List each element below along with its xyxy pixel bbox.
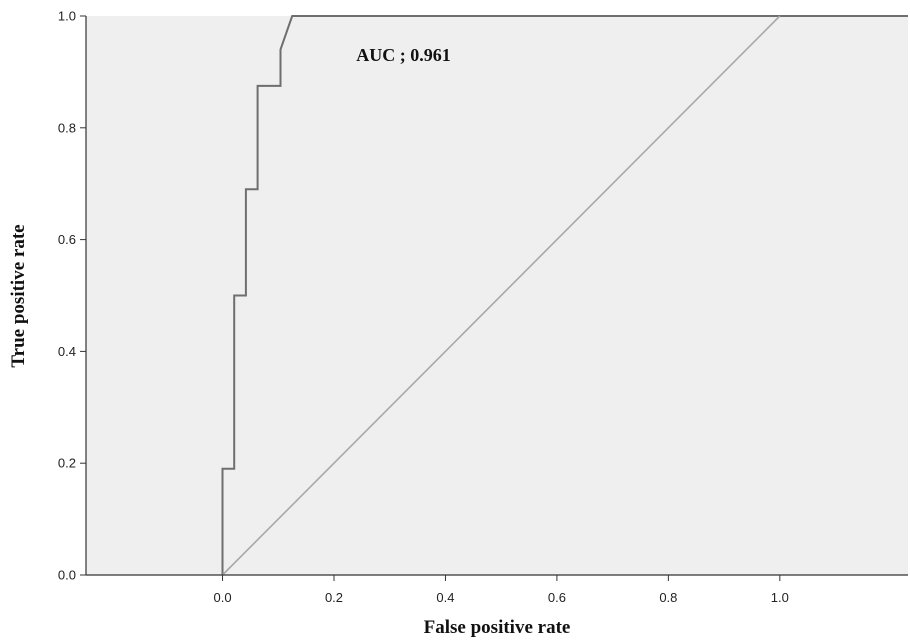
x-tick-label: 0.4 (436, 590, 454, 605)
roc-curve (221, 15, 908, 575)
x-tick-label: 0.2 (325, 590, 343, 605)
y-tick-label: 0.0 (58, 568, 76, 583)
reference-line (221, 15, 781, 576)
y-tick-label: 1.0 (58, 9, 76, 24)
tick-layer: 0.0 0.2 0.4 0.6 0.8 1.0 0.0 0.2 0.4 0.6 0.8 1.0 (58, 9, 789, 606)
auc-annotation: AUC ; 0.961 (356, 45, 451, 65)
x-tick-label: 0.8 (659, 590, 677, 605)
x-tick-label: 0.6 (548, 590, 566, 605)
x-tick-label: 0.0 (213, 590, 231, 605)
plot-area (86, 16, 908, 575)
y-tick-label: 0.2 (58, 456, 76, 471)
y-tick-label: 0.8 (58, 120, 76, 135)
x-axis-title: False positive rate (424, 617, 571, 638)
series-layer (221, 15, 908, 576)
y-tick-label: 0.4 (58, 344, 76, 359)
y-tick-label: 0.6 (58, 232, 76, 247)
x-tick-label: 1.0 (771, 590, 789, 605)
y-axis-title: True positive rate (8, 224, 29, 367)
